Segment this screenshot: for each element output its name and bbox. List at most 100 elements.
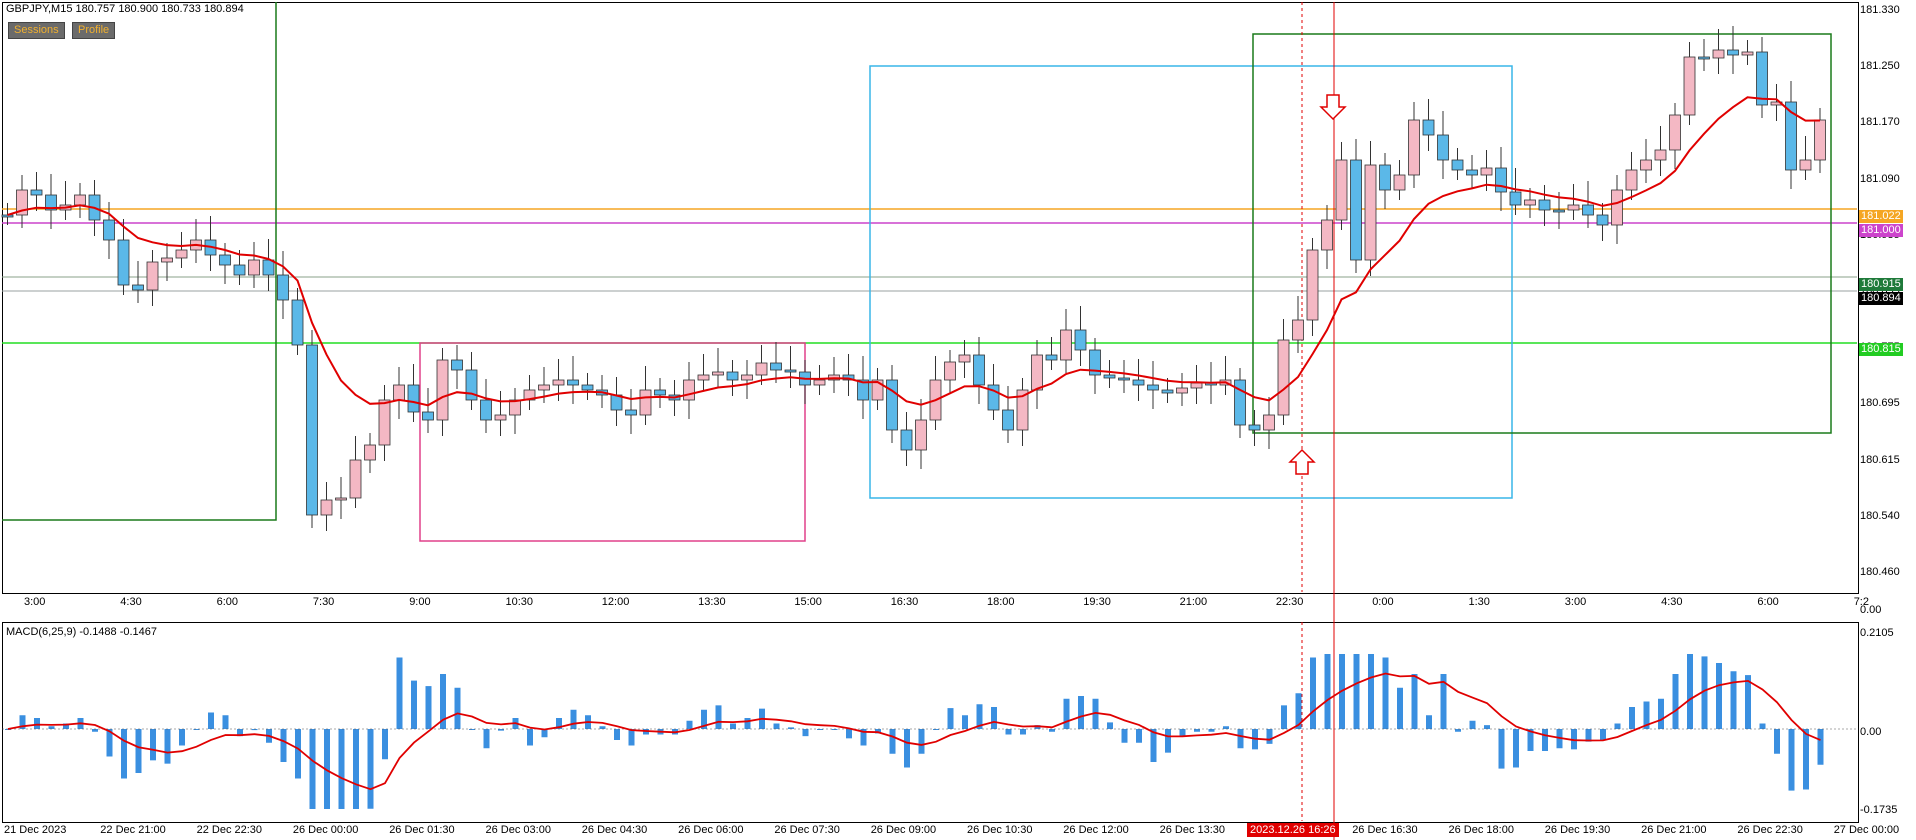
macd-bar [150, 729, 156, 761]
session-box-left [2, 2, 277, 521]
session-box-green [1252, 33, 1832, 434]
macd-bar [1513, 729, 1519, 768]
macd-bar [1324, 654, 1331, 729]
sessions-button[interactable]: Sessions [8, 22, 65, 39]
bear-candle [291, 299, 304, 346]
bull-candle [1567, 204, 1580, 211]
macd-bar [1150, 729, 1157, 762]
profile-button[interactable]: Profile [72, 22, 116, 39]
bull-candle [683, 379, 695, 401]
macd-bar [1759, 723, 1766, 729]
bear-candle [45, 194, 57, 211]
bear-candle [900, 429, 913, 451]
bull-candle [1306, 249, 1319, 321]
time-label: 18:00 [987, 596, 1015, 608]
bull-candle [349, 459, 362, 499]
bear-candle [886, 379, 898, 431]
macd-bar [48, 726, 55, 729]
macd-bar [570, 709, 577, 729]
bull-candle [378, 399, 391, 446]
macd-bar [1658, 698, 1664, 729]
macd-bar [962, 715, 968, 729]
macd-bar [1368, 654, 1374, 729]
price-axis-label: 0.00 [1860, 604, 1882, 616]
bull-candle [1016, 389, 1029, 431]
bull-candle [1625, 169, 1638, 191]
time-label: 6:00 [216, 596, 239, 608]
price-axis-label: 180.615 [1860, 453, 1900, 466]
bear-candle [654, 389, 666, 396]
macd-bar [5, 729, 11, 730]
macd-bar [1585, 729, 1592, 742]
time-label: 19:30 [1083, 596, 1111, 608]
macd-bar [179, 729, 185, 746]
time-label: 3:00 [1564, 596, 1587, 608]
bull-candle [1277, 339, 1290, 416]
macd-bar [469, 729, 475, 730]
bear-candle [1727, 49, 1739, 56]
macd-bar [1426, 715, 1432, 729]
time-label: 9:00 [409, 596, 431, 608]
price-tag: 180.815 [1859, 343, 1903, 356]
macd-bar [1672, 674, 1679, 729]
price-axis-label: 181.250 [1860, 60, 1900, 73]
bull-candle [393, 384, 405, 401]
macd-bar [1397, 687, 1403, 729]
date-label: 26 Dec 03:00 [485, 824, 551, 836]
macd-bar [193, 729, 200, 730]
bull-candle [161, 257, 173, 263]
bear-candle [567, 379, 579, 386]
bear-candle [1756, 51, 1768, 106]
bull-candle [1031, 354, 1043, 391]
macd-bar [1020, 729, 1026, 735]
macd-bar [889, 729, 896, 754]
bull-candle [16, 189, 28, 216]
date-label: 26 Dec 16:30 [1352, 824, 1418, 836]
bull-candle [915, 419, 927, 451]
price-axis-label: 180.540 [1860, 509, 1900, 522]
macd-bar [411, 680, 417, 729]
macd-bar [976, 704, 983, 729]
bear-candle [1089, 349, 1101, 376]
macd-bar [1643, 701, 1650, 729]
macd-bar [338, 729, 345, 809]
macd-bar [715, 705, 722, 729]
bear-candle [770, 362, 782, 371]
macd-bar [773, 723, 780, 729]
macd-bar [628, 729, 635, 746]
macd-bar [1266, 729, 1273, 744]
macd-bar [1440, 674, 1447, 729]
macd-bar [251, 729, 258, 731]
bear-candle [30, 189, 43, 196]
time-label: 7:2 [1853, 596, 1869, 608]
bull-candle [1654, 149, 1667, 161]
bear-candle [1466, 169, 1478, 176]
bear-candle [233, 264, 246, 276]
macd-bar [1745, 675, 1751, 729]
macd-bar [541, 729, 548, 738]
bear-candle [1045, 354, 1058, 361]
moving-average-line [7, 96, 1821, 407]
macd-bar [875, 729, 881, 734]
time-label: 6:00 [1757, 596, 1779, 608]
macd-axis-label: -0.1735 [1860, 804, 1898, 816]
date-label: 26 Dec 06:00 [678, 824, 744, 836]
macd-bar [208, 712, 214, 729]
macd-bar [295, 729, 301, 779]
bear-candle [1538, 199, 1551, 211]
bull-candle [944, 361, 956, 381]
bull-candle [1190, 382, 1203, 389]
macd-bar [237, 729, 243, 737]
bull-candle [1292, 319, 1304, 341]
bear-candle [1147, 384, 1159, 391]
bull-candle [741, 374, 753, 381]
macd-bar [918, 729, 925, 754]
price-tag: 181.022 [1859, 210, 1903, 223]
bull-candle [1408, 119, 1420, 176]
macd-bar [788, 727, 794, 729]
bull-candle [1814, 119, 1826, 161]
macd-bar [483, 729, 490, 749]
macd-bar [324, 729, 330, 809]
date-label: 26 Dec 09:00 [870, 824, 937, 836]
date-label: 26 Dec 18:00 [1448, 824, 1514, 836]
